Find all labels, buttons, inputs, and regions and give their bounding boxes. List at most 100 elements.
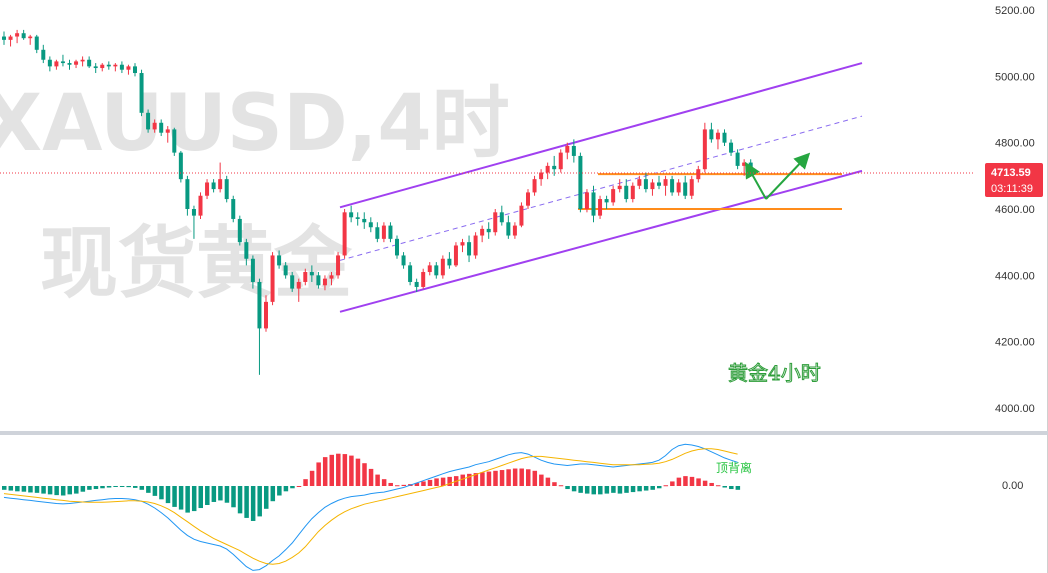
current-price-box bbox=[985, 163, 1043, 197]
macd-bar bbox=[165, 486, 171, 504]
candle-body bbox=[231, 199, 236, 219]
channel-mid-line bbox=[339, 115, 863, 261]
candle-body bbox=[591, 192, 596, 216]
candle-body bbox=[309, 272, 314, 276]
macd-bar bbox=[506, 469, 511, 486]
candle-body bbox=[637, 179, 642, 186]
macd-bar bbox=[277, 486, 282, 496]
price-tick-label: 4800.00 bbox=[995, 138, 1035, 150]
candle-body bbox=[630, 185, 635, 200]
candle-body bbox=[408, 265, 413, 282]
candle-body bbox=[342, 212, 347, 256]
macd-bar bbox=[185, 486, 190, 513]
candle-body bbox=[218, 179, 223, 190]
macd-bar bbox=[735, 486, 741, 490]
candle-body bbox=[696, 169, 701, 180]
macd-bar bbox=[617, 486, 623, 494]
macd-bar bbox=[34, 486, 40, 493]
macd-bar bbox=[375, 474, 380, 486]
macd-bar bbox=[663, 485, 669, 487]
candle-body bbox=[584, 192, 589, 209]
candle-body bbox=[139, 73, 144, 113]
macd-bar bbox=[591, 486, 596, 495]
macd-bar bbox=[67, 486, 72, 495]
candle-body bbox=[264, 301, 268, 329]
macd-bar bbox=[54, 486, 59, 496]
candle-body bbox=[159, 122, 164, 133]
candle-body bbox=[532, 179, 537, 193]
candle-body bbox=[8, 36, 13, 40]
channel-upper-line bbox=[339, 62, 863, 209]
candle-body bbox=[440, 258, 445, 276]
candle-body bbox=[74, 61, 79, 65]
macd-bar bbox=[146, 486, 151, 493]
candle-body bbox=[519, 205, 524, 226]
macd-bar bbox=[702, 480, 708, 486]
candle-body bbox=[683, 182, 688, 196]
macd-annotation: 顶背离 bbox=[716, 460, 752, 475]
candle-body bbox=[512, 225, 517, 236]
candle-body bbox=[689, 179, 694, 196]
candle-body bbox=[303, 272, 308, 282]
candle-body bbox=[493, 212, 498, 233]
macd-bar bbox=[257, 486, 262, 517]
macd-bar bbox=[480, 472, 485, 486]
candle-body bbox=[401, 255, 406, 266]
macd-bar bbox=[460, 474, 465, 486]
candle-body bbox=[676, 182, 681, 193]
candle-body bbox=[283, 265, 288, 276]
macd-bar bbox=[244, 486, 249, 518]
macd-bar bbox=[709, 482, 714, 486]
macd-bar bbox=[231, 486, 236, 508]
candle-body bbox=[152, 122, 157, 130]
macd-bar bbox=[395, 485, 400, 487]
candle-body bbox=[205, 182, 210, 196]
macd-bar bbox=[715, 485, 721, 487]
candle-body bbox=[349, 212, 354, 218]
arrow-up-right bbox=[765, 152, 811, 200]
channel-lower-line bbox=[339, 169, 863, 313]
macd-bar bbox=[152, 486, 158, 496]
candle-body bbox=[93, 66, 98, 69]
macd-bar bbox=[512, 468, 518, 486]
candle-body bbox=[257, 281, 262, 329]
trend-channel bbox=[339, 62, 863, 313]
macd-bar bbox=[486, 471, 492, 486]
macd-bar bbox=[74, 486, 79, 494]
macd-bar bbox=[650, 486, 655, 490]
candle-body bbox=[355, 217, 360, 219]
candle-body bbox=[715, 132, 720, 140]
candle-body bbox=[296, 281, 301, 289]
price-tick-label: 5000.00 bbox=[995, 71, 1035, 83]
macd-bar bbox=[178, 486, 184, 510]
macd-bar bbox=[336, 453, 341, 486]
price-tick-label: 4400.00 bbox=[995, 270, 1035, 282]
macd-bar bbox=[565, 486, 570, 490]
macd-bar bbox=[571, 486, 577, 492]
macd-bar bbox=[87, 486, 92, 490]
macd-bar bbox=[8, 486, 14, 491]
candle-body bbox=[460, 242, 465, 246]
macd-bar bbox=[670, 481, 675, 486]
macd-bar bbox=[401, 484, 407, 486]
macd-bar bbox=[381, 479, 387, 486]
candle-body bbox=[15, 33, 20, 37]
macd-bar bbox=[60, 486, 66, 496]
macd-bar bbox=[296, 486, 302, 487]
macd-bar bbox=[113, 486, 118, 487]
macd-bar bbox=[205, 486, 210, 505]
candle-body bbox=[198, 195, 203, 216]
macd-bar bbox=[270, 486, 276, 502]
macd-dea-line bbox=[3, 448, 738, 565]
macd-bar bbox=[106, 486, 112, 488]
macd-bar bbox=[526, 469, 531, 486]
candle-body bbox=[395, 238, 399, 256]
candle-body bbox=[277, 255, 282, 266]
macd-bar bbox=[689, 476, 695, 486]
macd-bar bbox=[414, 482, 420, 486]
candle-body bbox=[224, 179, 229, 200]
macd-bar bbox=[80, 486, 86, 492]
candle-body bbox=[47, 59, 52, 67]
candle-body bbox=[506, 222, 511, 236]
